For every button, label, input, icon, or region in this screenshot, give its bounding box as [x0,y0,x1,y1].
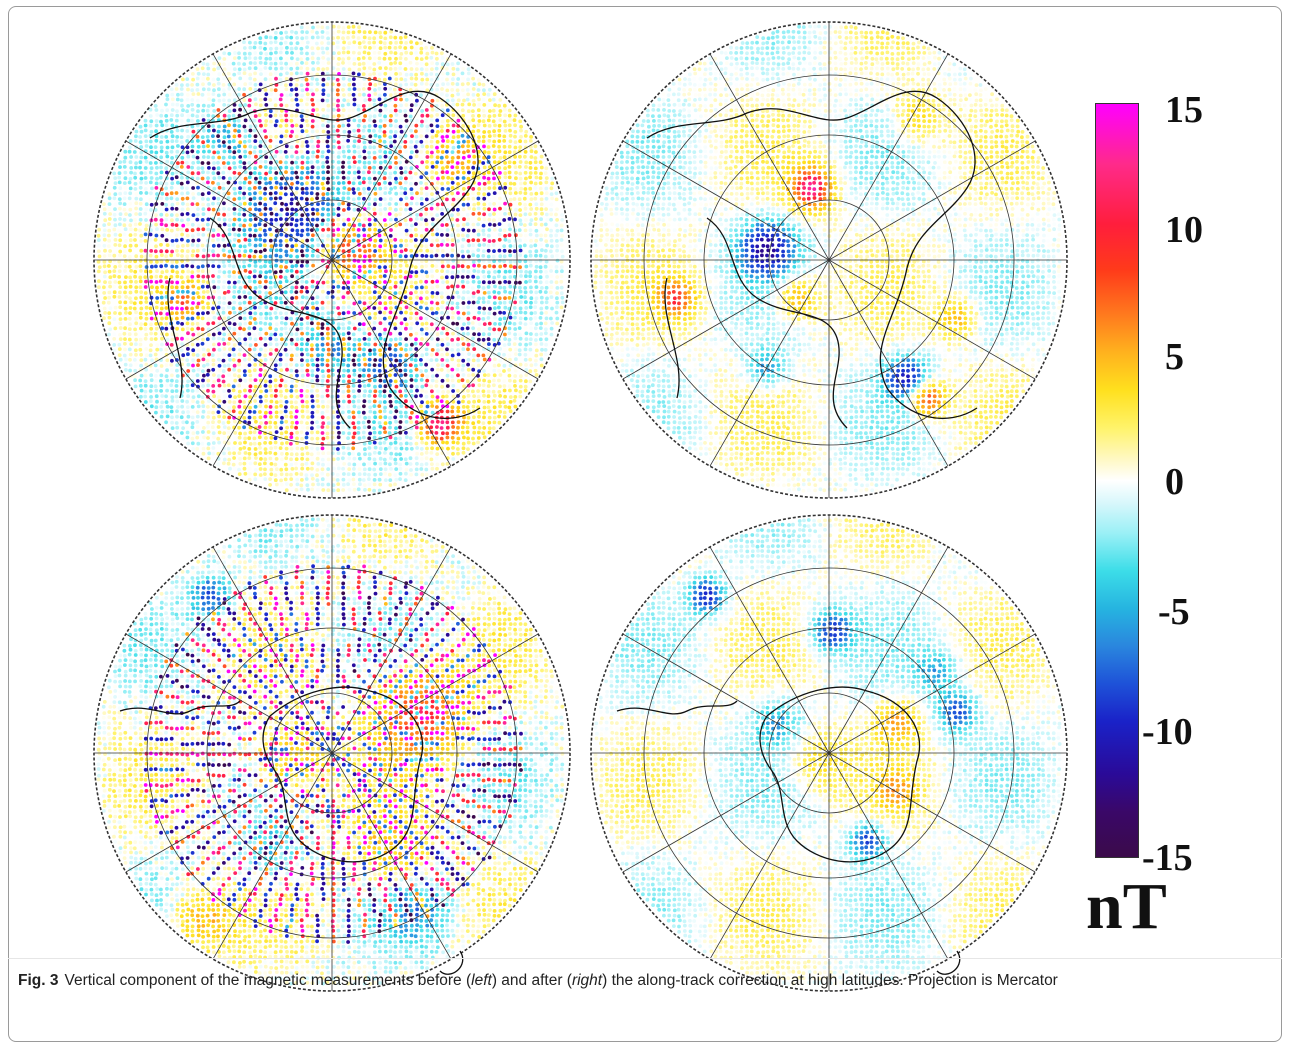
figure-caption: Fig. 3 Vertical component of the magnetic… [18,968,1263,1036]
caption-text-1: Vertical component of the magnetic measu… [64,972,471,989]
graticule [590,514,1068,992]
polar-map-south-before [93,514,571,992]
graticule [93,514,571,992]
caption-em-left: left [471,972,492,989]
data-dots [593,24,1062,493]
data-dots [96,517,565,986]
coastline [616,686,961,975]
coastline [646,90,978,429]
map-north-before [90,18,574,502]
polar-map-north-after [590,21,1068,499]
map-south-after [587,511,1071,995]
colorbar-tick-minus-10: -10 [1142,712,1252,752]
caption-em-right: right [572,972,602,989]
coastline [119,686,464,975]
polar-map-north-before [93,21,571,499]
graticule [590,21,1068,499]
colorbar-tick-0: 0 [1165,462,1275,502]
caption-text-3: ) the along-track correction at high lat… [602,972,1058,989]
colorbar-tick-minus-5: -5 [1158,592,1268,632]
colorbar-tick-10: 10 [1165,210,1275,250]
colorbar [1095,103,1139,858]
map-south-before [90,511,574,995]
caption-divider [8,958,1282,959]
graticule [93,21,571,499]
data-dots [593,517,1062,986]
colorbar-tick-5: 5 [1165,337,1275,377]
colorbar-tick-minus-15: -15 [1142,838,1252,878]
caption-label: Fig. 3 [18,972,58,989]
caption-text-2: ) and after ( [492,972,572,989]
colorbar-unit: nT [1086,872,1206,942]
coastline [149,90,481,429]
data-dots [96,24,565,493]
map-north-after [587,18,1071,502]
polar-map-south-after [590,514,1068,992]
colorbar-tick-15: 15 [1165,90,1275,130]
